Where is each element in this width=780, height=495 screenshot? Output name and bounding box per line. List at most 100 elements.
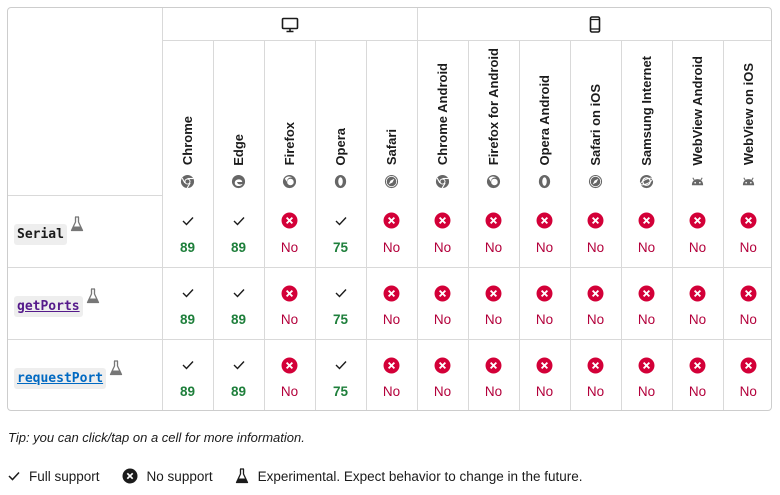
support-cell[interactable]: No — [416, 339, 469, 410]
support-cell[interactable]: 75 — [314, 195, 367, 268]
support-cell[interactable]: No — [518, 267, 571, 340]
opera-icon — [333, 174, 349, 190]
legend-no-support-label: No support — [146, 468, 213, 484]
browser-name: Samsung Internet — [639, 55, 655, 166]
no-support-icon — [673, 210, 723, 232]
feature-name-link[interactable]: requestPort — [14, 368, 107, 390]
browser-header-opera: Opera — [314, 39, 367, 196]
support-cell[interactable]: No — [518, 339, 571, 410]
support-version: No — [637, 312, 656, 327]
browser-name: WebView on iOS — [740, 63, 756, 166]
edge-icon — [231, 174, 247, 190]
no-support-icon — [724, 354, 771, 376]
support-version: No — [688, 239, 707, 255]
support-cell[interactable]: 89 — [161, 267, 214, 340]
check-icon — [8, 471, 20, 481]
check-icon — [316, 354, 366, 376]
support-cell[interactable]: No — [722, 267, 771, 340]
support-version: 89 — [230, 239, 247, 255]
legend-full-support-label: Full support — [29, 468, 100, 484]
support-cell[interactable]: No — [620, 267, 673, 340]
android-icon — [740, 174, 756, 190]
no-support-icon — [622, 210, 672, 232]
legend-experimental-label: Experimental. Expect behavior to change … — [257, 468, 583, 484]
support-version: No — [484, 239, 503, 255]
browser-header-opera-android: Opera Android — [518, 39, 571, 196]
no-support-icon — [622, 282, 672, 304]
support-cell[interactable]: No — [416, 195, 469, 268]
table-row: getPorts 89 89 No 75 No No No No No No No No — [8, 267, 771, 340]
chrome-icon — [180, 174, 196, 190]
flask-icon — [235, 468, 249, 484]
support-cell[interactable]: No — [671, 267, 724, 340]
browser-name: Chrome Android — [435, 63, 451, 166]
table-row: requestPort 89 89 No 75 No No No No No No No No — [8, 339, 771, 410]
no-support-icon — [122, 468, 138, 484]
check-icon — [214, 210, 264, 232]
feature-requestport: requestPort — [8, 339, 163, 410]
table-corner — [8, 8, 163, 196]
flask-icon — [109, 360, 123, 380]
safari-icon — [384, 174, 400, 190]
support-cell[interactable]: No — [365, 339, 418, 410]
check-icon — [316, 282, 366, 304]
feature-name-link[interactable]: getPorts — [14, 296, 83, 317]
legend: Full support No support Experimental. Ex… — [8, 468, 605, 484]
support-cell[interactable]: No — [569, 195, 622, 268]
support-version: No — [484, 312, 503, 327]
browser-header-safari: Safari — [365, 39, 418, 196]
support-cell[interactable]: 89 — [212, 195, 265, 268]
no-support-icon — [520, 282, 570, 304]
support-version: 75 — [332, 384, 349, 400]
support-cell[interactable]: 89 — [161, 195, 214, 268]
support-cell[interactable]: No — [569, 267, 622, 340]
support-cell[interactable]: No — [671, 339, 724, 410]
check-icon — [214, 282, 264, 304]
support-cell[interactable]: No — [467, 267, 520, 340]
browser-name: WebView Android — [690, 55, 706, 166]
support-cell[interactable]: No — [569, 339, 622, 410]
support-version: No — [433, 312, 452, 327]
no-support-icon — [418, 210, 468, 232]
support-cell[interactable]: No — [518, 195, 571, 268]
support-cell[interactable]: 75 — [314, 267, 367, 340]
support-cell[interactable]: No — [722, 195, 771, 268]
support-cell[interactable]: 89 — [212, 267, 265, 340]
browser-name: Chrome — [180, 116, 195, 166]
browser-name: Firefox — [282, 122, 297, 166]
support-cell[interactable]: No — [365, 195, 418, 268]
support-cell[interactable]: No — [620, 195, 673, 268]
support-cell[interactable]: No — [263, 195, 316, 268]
no-support-icon — [724, 210, 771, 232]
support-cell[interactable]: No — [263, 267, 316, 340]
support-version: No — [433, 384, 452, 400]
flask-icon — [70, 216, 84, 236]
support-cell[interactable]: No — [722, 339, 771, 410]
support-version: No — [637, 384, 656, 400]
support-version: 89 — [230, 312, 247, 327]
support-cell[interactable]: 75 — [314, 339, 367, 410]
legend-no-support: No support — [122, 468, 213, 484]
support-cell[interactable]: No — [620, 339, 673, 410]
firefox-icon — [282, 174, 298, 190]
support-cell[interactable]: No — [671, 195, 724, 268]
support-cell[interactable]: No — [416, 267, 469, 340]
support-cell[interactable]: 89 — [212, 339, 265, 410]
support-cell[interactable]: No — [263, 339, 316, 410]
no-support-icon — [265, 282, 315, 304]
support-cell[interactable]: No — [467, 339, 520, 410]
android-icon — [690, 174, 706, 190]
support-cell[interactable]: 89 — [161, 339, 214, 410]
support-version: No — [586, 384, 605, 400]
no-support-icon — [571, 354, 621, 376]
support-version: No — [280, 312, 299, 327]
support-version: 89 — [179, 384, 196, 400]
mobile-icon — [589, 16, 601, 34]
browser-header-webview-on-ios: WebView on iOS — [722, 39, 771, 196]
support-version: 75 — [332, 239, 349, 255]
no-support-icon — [469, 210, 519, 232]
tip-text: Tip: you can click/tap on a cell for mor… — [8, 430, 305, 445]
support-cell[interactable]: No — [467, 195, 520, 268]
support-cell[interactable]: No — [365, 267, 418, 340]
safari-icon — [588, 174, 604, 190]
